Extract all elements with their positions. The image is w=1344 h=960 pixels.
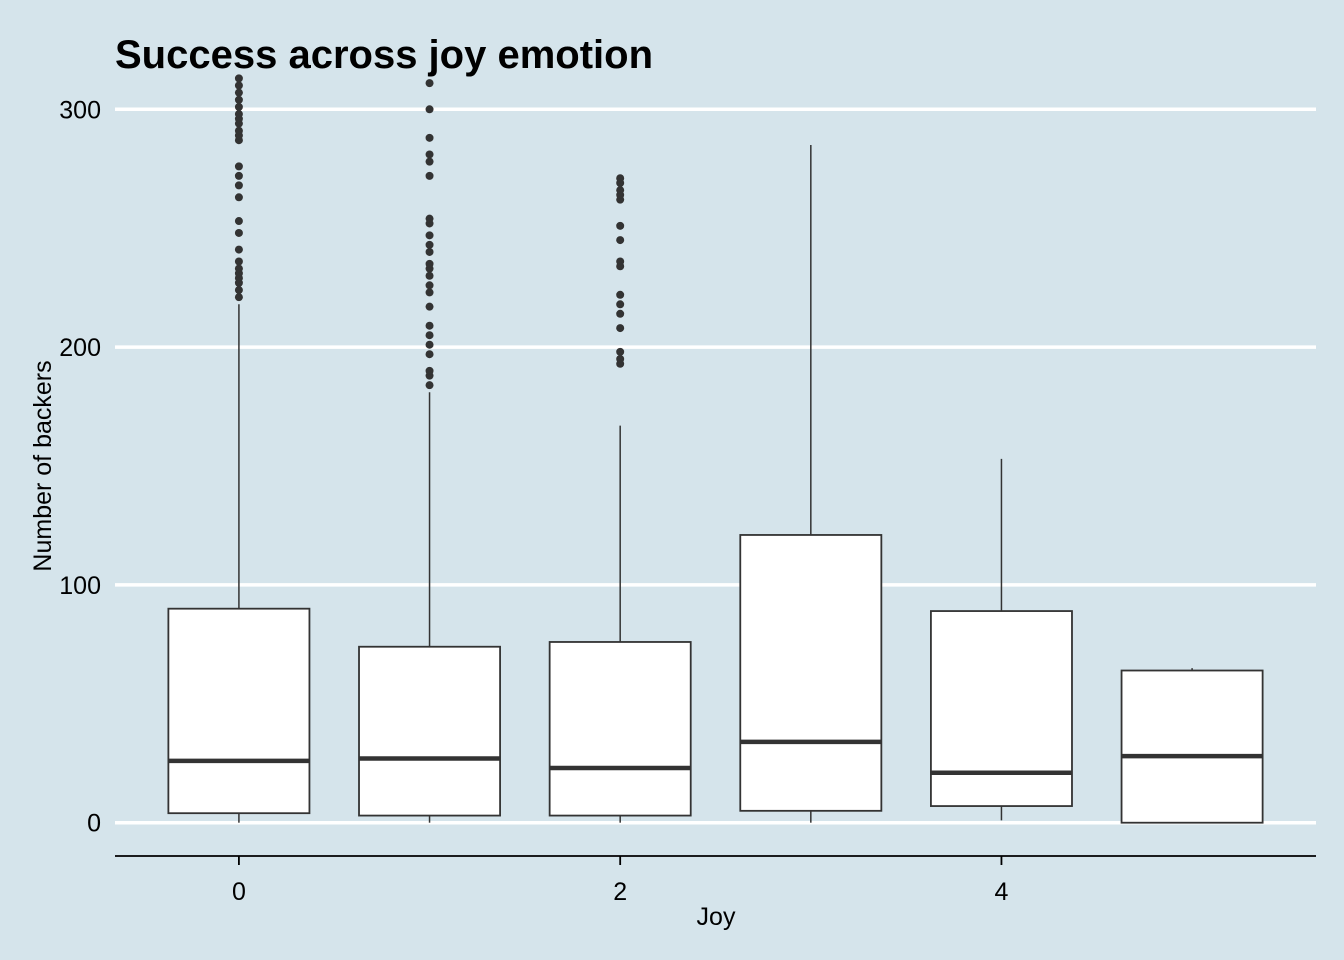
outlier-point — [425, 105, 434, 114]
outlier-point — [616, 257, 625, 266]
outlier-point — [616, 300, 625, 309]
outlier-point — [425, 79, 434, 88]
box-3 — [739, 144, 883, 823]
outlier-point — [425, 240, 434, 249]
outlier-point — [616, 347, 625, 356]
y-tick-label: 200 — [59, 334, 101, 362]
outlier-point — [234, 286, 243, 295]
outlier-point — [425, 281, 434, 290]
y-tick-label: 0 — [87, 810, 101, 838]
outlier-point — [234, 162, 243, 171]
y-tick-label: 300 — [59, 96, 101, 124]
outlier-point — [425, 271, 434, 280]
outlier-point — [616, 354, 625, 363]
outlier-point — [234, 193, 243, 202]
y-axis: 0 100 200 300 — [59, 96, 101, 837]
box-2 — [548, 174, 692, 823]
outlier-point — [425, 171, 434, 180]
outlier-point — [425, 302, 434, 311]
outlier-point — [425, 231, 434, 240]
outlier-point — [425, 350, 434, 359]
outlier-point — [425, 247, 434, 256]
outlier-point — [616, 221, 625, 230]
x-axis: 0 2 4 — [115, 855, 1316, 906]
outlier-point — [234, 171, 243, 180]
outlier-point — [234, 217, 243, 226]
outlier-point — [425, 381, 434, 390]
box-4 — [930, 458, 1073, 821]
outlier-point — [234, 293, 243, 302]
outlier-point — [234, 126, 243, 135]
outlier-point — [425, 214, 434, 223]
x-tick-label: 0 — [232, 878, 246, 906]
outlier-point — [234, 228, 243, 237]
x-tick-label: 2 — [613, 878, 627, 906]
outlier-point — [234, 81, 243, 90]
box-iqr — [930, 610, 1073, 807]
outlier-point — [616, 236, 625, 245]
y-tick-label: 100 — [59, 572, 101, 600]
y-axis-title: Number of backers — [29, 360, 57, 571]
chart-title: Success across joy emotion — [115, 33, 653, 77]
outlier-point — [425, 331, 434, 340]
outlier-point — [425, 340, 434, 349]
outlier-point — [425, 321, 434, 330]
box-iqr — [167, 607, 311, 815]
box-iqr — [548, 641, 692, 817]
outlier-point — [616, 186, 625, 195]
outlier-point — [425, 150, 434, 159]
outlier-point — [234, 245, 243, 254]
boxes — [167, 74, 1264, 824]
outlier-point — [234, 88, 243, 97]
box-iqr — [358, 645, 501, 817]
outlier-point — [234, 257, 243, 266]
outlier-point — [234, 110, 243, 119]
outlier-point — [616, 309, 625, 318]
box-iqr — [739, 534, 883, 812]
box-iqr — [1120, 669, 1264, 824]
x-axis-title: Joy — [697, 903, 736, 931]
outlier-point — [425, 157, 434, 166]
outlier-point — [234, 264, 243, 273]
outlier-point — [234, 181, 243, 190]
outlier-point — [616, 324, 625, 333]
outlier-point — [425, 366, 434, 375]
gridlines — [115, 107, 1316, 825]
outlier-point — [616, 174, 625, 183]
box-0 — [167, 74, 311, 823]
outlier-point — [234, 74, 243, 83]
outlier-point — [616, 290, 625, 299]
outlier-point — [425, 133, 434, 142]
x-tick-label: 4 — [994, 878, 1008, 906]
outlier-point — [234, 102, 243, 111]
box-1 — [358, 79, 501, 823]
outlier-point — [234, 95, 243, 104]
outlier-point — [425, 259, 434, 268]
outlier-point — [425, 288, 434, 297]
box-5 — [1120, 668, 1264, 824]
